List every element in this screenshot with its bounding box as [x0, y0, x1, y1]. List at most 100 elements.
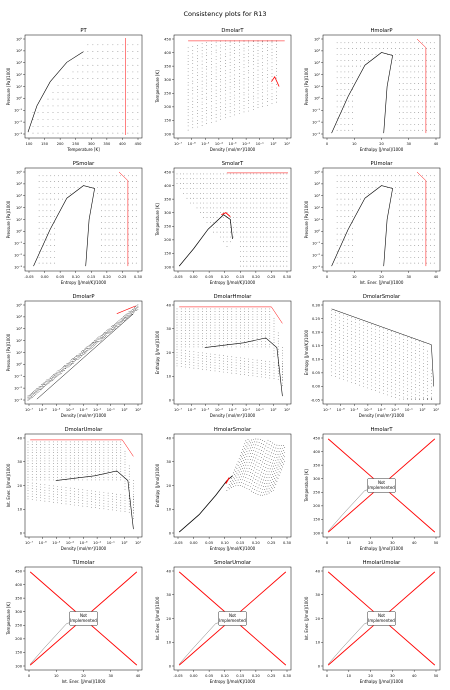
data-point — [106, 332, 108, 333]
x-tick-label: 10 — [347, 541, 352, 545]
data-point — [104, 210, 106, 212]
data-point — [107, 495, 109, 497]
data-point — [193, 324, 195, 326]
data-point — [433, 216, 435, 217]
data-point — [336, 100, 338, 102]
data-point — [423, 398, 424, 400]
data-point — [426, 222, 427, 223]
data-point — [116, 239, 118, 241]
data-point — [269, 222, 271, 223]
data-point — [91, 455, 92, 456]
data-point — [106, 334, 108, 336]
data-point — [206, 358, 207, 360]
y-axis-label: Pressure [Pa]/1000 — [304, 67, 309, 105]
data-point — [277, 448, 279, 449]
data-points — [176, 308, 283, 387]
data-point — [234, 87, 235, 88]
data-point — [97, 341, 99, 342]
y-tick-label: 150 — [313, 518, 321, 522]
x-tick-label: 0.20 — [252, 275, 261, 279]
data-point — [206, 333, 207, 334]
data-point — [246, 474, 248, 475]
data-point — [253, 78, 254, 80]
data-point — [410, 233, 412, 235]
data-point — [112, 257, 114, 258]
data-point — [113, 327, 114, 329]
data-point — [227, 335, 228, 337]
data-point — [261, 335, 262, 337]
data-point — [104, 337, 105, 338]
data-point — [234, 469, 236, 471]
data-point — [201, 94, 203, 95]
data-point — [244, 479, 246, 481]
data-point — [107, 452, 109, 454]
data-point — [422, 42, 423, 44]
y-tick-label: 20 — [17, 484, 22, 488]
data-point — [127, 71, 129, 73]
data-point — [271, 89, 273, 90]
data-point — [185, 330, 186, 331]
data-point — [180, 316, 182, 318]
data-point — [57, 441, 58, 443]
data-point — [95, 466, 96, 467]
data-point — [36, 444, 37, 445]
data-point — [201, 71, 203, 72]
data-point — [363, 348, 364, 350]
data-point — [96, 342, 98, 344]
data-point — [220, 75, 221, 76]
data-point — [27, 455, 29, 456]
data-point — [40, 449, 41, 451]
data-point — [235, 333, 237, 334]
data-point — [176, 308, 178, 310]
data-point — [67, 78, 69, 79]
data-point — [53, 476, 54, 478]
data-point — [235, 370, 237, 372]
data-point — [419, 388, 420, 390]
data-point — [102, 44, 104, 46]
data-point — [246, 217, 248, 218]
data-point — [253, 102, 254, 103]
data-point — [40, 385, 42, 387]
data-point — [257, 66, 259, 67]
data-point — [431, 396, 432, 398]
data-point — [135, 307, 137, 309]
data-point — [371, 324, 372, 326]
data-point — [86, 492, 88, 494]
data-point — [192, 111, 194, 112]
data-point — [132, 92, 134, 93]
data-point — [336, 251, 338, 252]
data-point — [54, 216, 55, 217]
data-point — [276, 178, 278, 180]
data-point — [415, 360, 416, 361]
data-point — [193, 338, 195, 340]
data-point — [31, 479, 33, 481]
data-point — [403, 379, 404, 381]
data-point — [274, 443, 276, 445]
data-point — [231, 311, 233, 312]
data-point — [248, 72, 249, 74]
data-point — [403, 376, 404, 378]
data-point — [367, 326, 368, 328]
data-point — [399, 341, 400, 342]
data-point — [50, 233, 52, 235]
data-point — [127, 64, 129, 66]
data-point — [391, 385, 392, 387]
x-tick-label: 10⁻⁴ — [215, 142, 223, 146]
data-point — [112, 493, 113, 494]
data-point — [192, 53, 194, 55]
data-point — [336, 198, 338, 200]
data-point — [280, 469, 282, 471]
data-point — [47, 119, 49, 120]
x-tick-label: 10⁻⁵ — [201, 408, 209, 412]
data-point — [269, 308, 271, 310]
data-point — [367, 370, 368, 372]
data-point — [254, 460, 256, 462]
data-point — [246, 451, 248, 452]
data-point — [223, 314, 224, 315]
data-point — [430, 262, 431, 264]
data-point — [259, 488, 261, 490]
data-point — [46, 381, 48, 383]
data-point — [220, 108, 221, 110]
x-tick-label: 10⁻⁴ — [66, 541, 74, 545]
data-point — [40, 389, 42, 391]
